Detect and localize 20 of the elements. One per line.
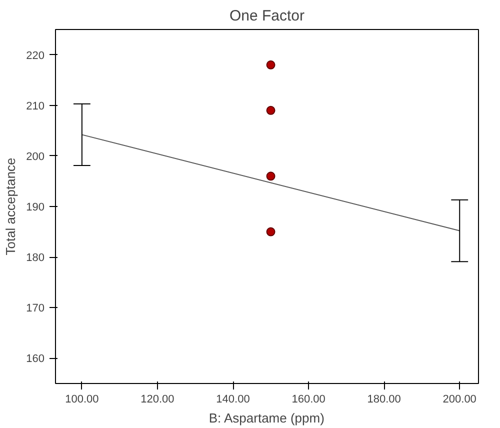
y-tick-label: 210 <box>26 100 45 112</box>
chart-title: One Factor <box>229 8 305 24</box>
y-tick-label: 180 <box>26 252 45 264</box>
point <box>266 227 276 236</box>
y-tick-label: 220 <box>26 50 45 62</box>
y-tick-label: 190 <box>26 202 45 214</box>
x-tick-label: 120.00 <box>140 394 174 406</box>
x-tick-label: 180.00 <box>367 394 401 406</box>
point <box>266 172 276 181</box>
point <box>266 60 276 70</box>
point <box>266 106 276 115</box>
x-tick-label: 100.00 <box>65 394 99 406</box>
y-tick-label: 160 <box>26 353 45 366</box>
x-tick-label: 140.00 <box>216 394 250 406</box>
y-tick-label: 170 <box>26 302 45 315</box>
x-tick-label: 200.00 <box>442 394 476 406</box>
y-axis-title: Total acceptance <box>3 158 18 256</box>
x-axis-title: B: Aspartame (ppm) <box>208 410 324 426</box>
x-tick-label: 160.00 <box>292 394 326 406</box>
y-tick-label: 200 <box>26 150 45 163</box>
